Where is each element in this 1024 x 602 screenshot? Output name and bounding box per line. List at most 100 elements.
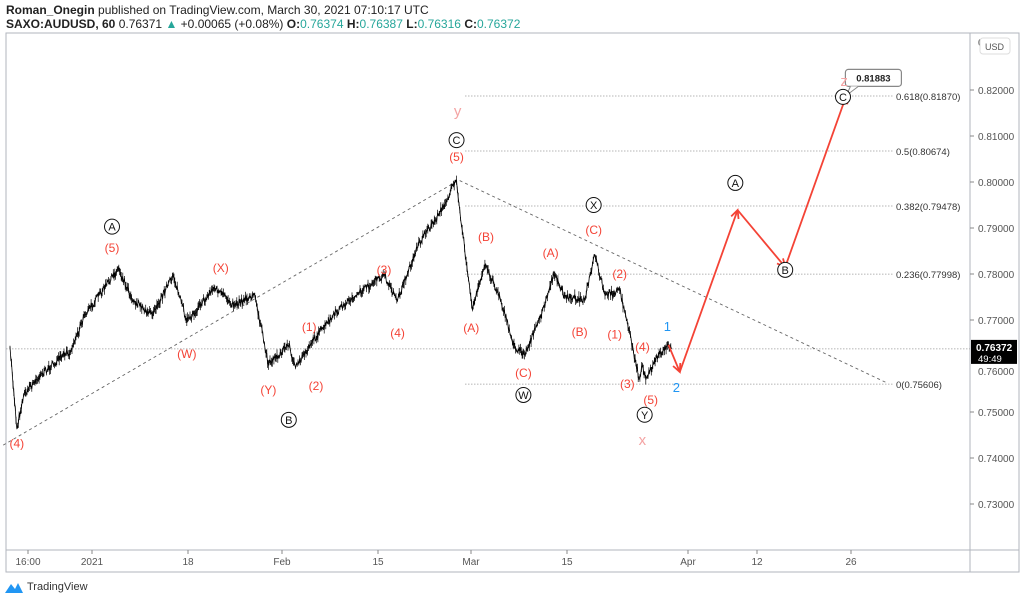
y-tick-label: 0.77000 [978, 316, 1015, 327]
wave-label: (5) [643, 393, 658, 407]
wave-label: (B) [478, 230, 494, 244]
wave-circle-marker [727, 174, 744, 191]
wave-label: (A) [463, 321, 479, 335]
y-tick-label: 0.80000 [978, 178, 1015, 189]
wave-label: z [840, 73, 848, 90]
wave-label: y [454, 103, 462, 120]
wave-circle-marker [280, 411, 297, 428]
x-tick-label: 2021 [81, 557, 104, 568]
y-tick-label: 0.73000 [978, 500, 1015, 511]
low-label: L: [406, 17, 418, 31]
wave-label: (4) [9, 437, 24, 451]
currency-label: USD [985, 42, 1005, 52]
wave-circle-marker [448, 132, 465, 149]
projection-arrow [678, 209, 739, 373]
price-series [9, 179, 672, 429]
wave-label: X [590, 200, 598, 212]
wave-label: (3) [377, 263, 392, 277]
publish-info: Roman_Onegin published on TradingView.co… [6, 3, 429, 17]
y-tick-label: 0.75000 [978, 408, 1015, 419]
wave-circle-marker [104, 218, 120, 235]
wave-label: Y [641, 410, 649, 422]
y-tick-label: 0.74000 [978, 454, 1015, 465]
fib-level-label: 0.382(0.79478) [896, 202, 960, 213]
x-tick-label: 15 [372, 557, 384, 568]
wave-label: 2 [673, 380, 680, 395]
y-tick-label: 0.79000 [978, 224, 1015, 235]
fib-level-label: 0.236(0.77998) [896, 270, 960, 281]
wave-circle-marker [585, 197, 602, 213]
publish-text: published on TradingView.com, March 30, … [98, 3, 429, 17]
wave-label: (2) [612, 267, 627, 281]
bar-countdown: 49:49 [978, 354, 1002, 365]
close-label: C: [464, 17, 477, 31]
wave-label: A [108, 222, 116, 234]
last-price: 0.76371 [118, 17, 163, 31]
x-tick-label: Apr [680, 557, 696, 568]
open-value: 0.76374 [300, 17, 344, 31]
projection-arrow [736, 209, 786, 268]
x-tick-label: 16:00 [15, 557, 40, 568]
wave-label: B [285, 415, 292, 427]
wave-circle-marker [835, 88, 851, 105]
wave-circle-marker [636, 406, 653, 423]
x-tick-label: 12 [751, 557, 763, 568]
tradingview-logo-icon [5, 583, 23, 593]
wave-label: (C) [515, 366, 532, 380]
price-change: +0.00065 (+0.08%) [180, 17, 284, 31]
wave-label: (C) [585, 223, 602, 237]
target-callout-box [844, 68, 903, 87]
wave-label: (2) [309, 379, 324, 393]
last-price-badge-value: 0.76372 [976, 343, 1013, 354]
high-label: H: [346, 17, 360, 31]
wave-label: C [839, 92, 847, 104]
symbol-name: SAXO:AUDUSD, 60 [6, 17, 116, 31]
symbol-legend: SAXO:AUDUSD, 60 0.76371 ▲ +0.00065 (+0.0… [6, 17, 520, 31]
fib-level-label: 0.618(0.81870) [896, 92, 960, 103]
x-tick-label: 18 [182, 557, 194, 568]
wave-label: x [639, 432, 647, 449]
wave-label: (3) [620, 377, 635, 391]
wave-circle-marker [777, 261, 794, 278]
wave-label: A [732, 178, 740, 190]
low-value: 0.76316 [417, 17, 461, 31]
high-value: 0.76387 [359, 17, 403, 31]
x-tick-label: Feb [273, 557, 291, 568]
currency-box [979, 37, 1011, 55]
fib-level-label: 0(0.75606) [896, 380, 942, 391]
wave-label: W [518, 390, 529, 402]
author-name[interactable]: Roman_Onegin [6, 3, 95, 17]
y-tick-label: 0.81000 [978, 132, 1015, 143]
wave-label: (Y) [260, 383, 276, 397]
x-tick-label: 26 [845, 557, 857, 568]
wave-label: (5) [105, 241, 120, 255]
tradingview-brand: TradingView [27, 581, 88, 593]
wave-label: (B) [572, 325, 588, 339]
wave-label: (5) [449, 150, 464, 164]
wave-label: C [453, 135, 461, 147]
trend-line [2, 179, 888, 446]
open-label: O: [286, 17, 301, 31]
wave-label: (4) [635, 340, 650, 354]
y-tick-label-under-badge: 0.76000 [978, 367, 1015, 378]
chart-frame [5, 32, 1020, 573]
projection-arrow [784, 95, 848, 268]
wave-label: (1) [302, 320, 317, 334]
wave-label: (X) [213, 261, 229, 275]
projection-arrow [667, 344, 681, 373]
wave-label: B [782, 265, 789, 277]
wave-circle-marker [515, 386, 532, 403]
up-triangle-icon: ▲ [165, 17, 178, 31]
wave-label: (A) [543, 246, 559, 260]
wave-label: (4) [390, 326, 405, 340]
x-tick-label: 15 [561, 557, 573, 568]
y-tick-label: 0.78000 [978, 270, 1015, 281]
wave-label: 1 [664, 319, 671, 334]
x-tick-label: Mar [462, 557, 480, 568]
y-tick-label: 0.82000 [978, 86, 1015, 97]
last-price-badge [971, 339, 1017, 364]
target-callout-label: 0.81883 [856, 73, 890, 84]
fib-level-label: 0.5(0.80674) [896, 147, 950, 158]
tradingview-logo[interactable]: TradingView [4, 580, 88, 594]
